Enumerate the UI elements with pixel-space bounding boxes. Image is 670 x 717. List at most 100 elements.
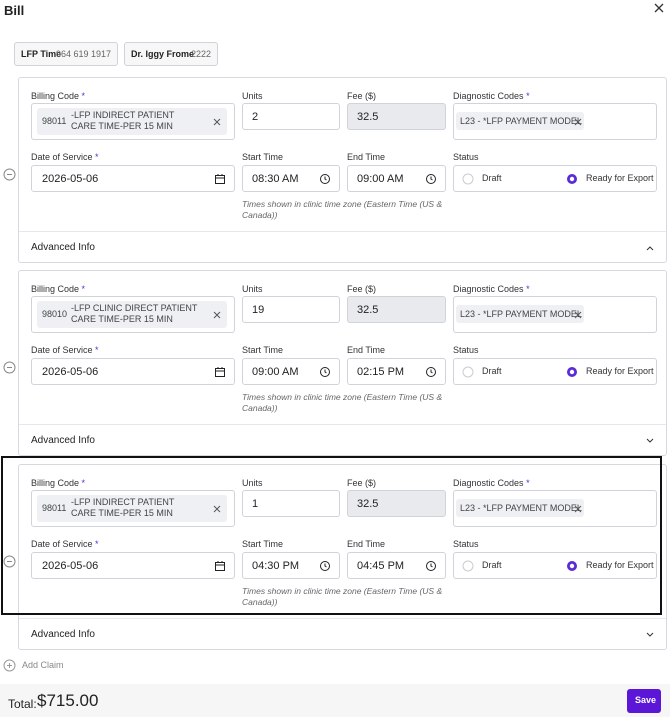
start-time-value: 09:00 AM: [252, 366, 299, 378]
field-label: Units: [242, 91, 263, 101]
field-label: Fee ($): [347, 478, 377, 488]
required-mark: *: [95, 539, 99, 549]
diagnostic-value: L23 - *LFP PAYMENT MODEL: [460, 116, 582, 126]
field-label: Start Time: [242, 345, 284, 355]
start-time-value: 04:30 PM: [252, 560, 300, 572]
billing-description: -LFP INDIRECT PATIENT CARE TIME-PER 15 M…: [71, 497, 175, 518]
end-time-value: 09:00 AM: [357, 173, 404, 185]
diagnostic-tag: L23 - *LFP PAYMENT MODEL: [456, 499, 584, 517]
start-time-input[interactable]: 09:00 AM: [242, 358, 340, 385]
status-radio[interactable]: [462, 173, 474, 185]
diagnostic-tag: L23 - *LFP PAYMENT MODEL: [456, 305, 584, 323]
start-time-input[interactable]: 04:30 PM: [242, 552, 340, 579]
billing-code-select[interactable]: 98011 -LFP INDIRECT PATIENT CARE TIME-PER…: [31, 103, 235, 140]
remove-code-button[interactable]: [213, 311, 221, 319]
remove-diagnostic-button[interactable]: [574, 311, 582, 319]
fee-value: 32.5: [357, 498, 379, 510]
time-note: Times shown in clinic time zone (Eastern…: [242, 586, 443, 607]
remove-diagnostic-button[interactable]: [574, 118, 582, 126]
end-time-input[interactable]: 04:45 PM: [347, 552, 446, 579]
fee-input: 32.5: [347, 296, 446, 323]
units-input[interactable]: 19: [242, 296, 340, 323]
claim-card: Billing Code * Units Fee ($) Diagnostic Cod…: [18, 77, 667, 263]
add-claim-icon[interactable]: [3, 659, 16, 672]
calendar-icon: [215, 561, 225, 571]
end-time-input[interactable]: 09:00 AM: [347, 165, 446, 192]
time-note: Times shown in clinic time zone (Eastern…: [242, 392, 443, 413]
end-time-input[interactable]: 02:15 PM: [347, 358, 446, 385]
required-mark: *: [526, 284, 530, 294]
advanced-info-toggle[interactable]: Advanced Info: [31, 629, 95, 640]
field-label: Start Time: [242, 539, 284, 549]
date-input[interactable]: 2026-05-06: [31, 358, 235, 385]
units-value: 2: [252, 111, 259, 123]
end-time-value: 04:45 PM: [357, 560, 405, 572]
chevron[interactable]: [645, 631, 655, 639]
chevron[interactable]: [645, 437, 655, 445]
diagnostic-select[interactable]: L23 - *LFP PAYMENT MODEL: [453, 490, 657, 527]
clock-icon: [320, 174, 330, 184]
status-radio[interactable]: [566, 173, 578, 185]
field-label: Start Time: [242, 152, 284, 162]
save-button[interactable]: Save: [627, 689, 661, 713]
remove-claim-button[interactable]: [3, 555, 16, 568]
fee-value: 32.5: [357, 111, 379, 123]
billing-code-select[interactable]: 98011 -LFP INDIRECT PATIENT CARE TIME-PER…: [31, 490, 235, 527]
add-claim-button[interactable]: Add Claim: [22, 660, 64, 670]
advanced-info-toggle[interactable]: Advanced Info: [31, 242, 95, 253]
clock-icon: [426, 561, 436, 571]
status-radio[interactable]: [566, 366, 578, 378]
billing-code-select[interactable]: 98010 -LFP CLINIC DIRECT PATIENT CARE TIM…: [31, 296, 235, 333]
field-label: Fee ($): [347, 284, 377, 294]
status-radio[interactable]: [462, 366, 474, 378]
close-button[interactable]: [653, 2, 665, 14]
required-mark: *: [95, 152, 99, 162]
remove-code-button[interactable]: [213, 118, 221, 126]
diagnostic-select[interactable]: L23 - *LFP PAYMENT MODEL: [453, 103, 657, 140]
remove-claim-button[interactable]: [3, 168, 16, 181]
provider-chip: Dr. Iggy Frome 2222: [124, 42, 218, 66]
start-time-input[interactable]: 08:30 AM: [242, 165, 340, 192]
claim-card: Billing Code * Units Fee ($) Diagnostic Cod…: [18, 464, 667, 650]
field-label: Diagnostic Codes *: [453, 91, 530, 101]
clock-icon: [320, 561, 330, 571]
units-input[interactable]: 1: [242, 490, 340, 517]
units-value: 19: [252, 304, 265, 316]
diagnostic-tag: L23 - *LFP PAYMENT MODEL: [456, 112, 584, 130]
date-input[interactable]: 2026-05-06: [31, 165, 235, 192]
billing-code-tag: 98011 -LFP INDIRECT PATIENT CARE TIME-PER…: [37, 495, 227, 522]
status-radio[interactable]: [566, 560, 578, 572]
date-input[interactable]: 2026-05-06: [31, 552, 235, 579]
field-label: End Time: [347, 152, 386, 162]
chip-label: LFP Time: [21, 49, 62, 59]
date-value: 2026-05-06: [42, 560, 99, 572]
remove-diagnostic-button[interactable]: [574, 505, 582, 513]
chevron[interactable]: [645, 244, 655, 252]
field-label: Status: [453, 539, 479, 549]
fee-input: 32.5: [347, 103, 446, 130]
calendar-icon: [215, 367, 225, 377]
field-label: Date of Service *: [31, 539, 99, 549]
field-label: Status: [453, 345, 479, 355]
required-mark: *: [81, 91, 86, 101]
divider: [19, 424, 666, 425]
save-label: Save: [635, 695, 657, 705]
status-radio[interactable]: [462, 560, 474, 572]
status-group: Draft Ready for Export: [453, 358, 657, 385]
field-label: End Time: [347, 539, 386, 549]
status-option: Ready for Export: [586, 366, 654, 376]
date-value: 2026-05-06: [42, 173, 99, 185]
highlight-frame: [1, 456, 662, 615]
advanced-info-toggle[interactable]: Advanced Info: [31, 435, 95, 446]
diagnostic-select[interactable]: L23 - *LFP PAYMENT MODEL: [453, 296, 657, 333]
field-label: Billing Code *: [31, 284, 86, 294]
status-option: Ready for Export: [586, 173, 654, 183]
units-input[interactable]: 2: [242, 103, 340, 130]
required-mark: *: [81, 284, 86, 294]
remove-claim-button[interactable]: [3, 361, 16, 374]
remove-code-button[interactable]: [213, 505, 221, 513]
field-label: Date of Service *: [31, 152, 99, 162]
calendar-icon: [215, 174, 225, 184]
total-label: Total:: [8, 697, 37, 711]
